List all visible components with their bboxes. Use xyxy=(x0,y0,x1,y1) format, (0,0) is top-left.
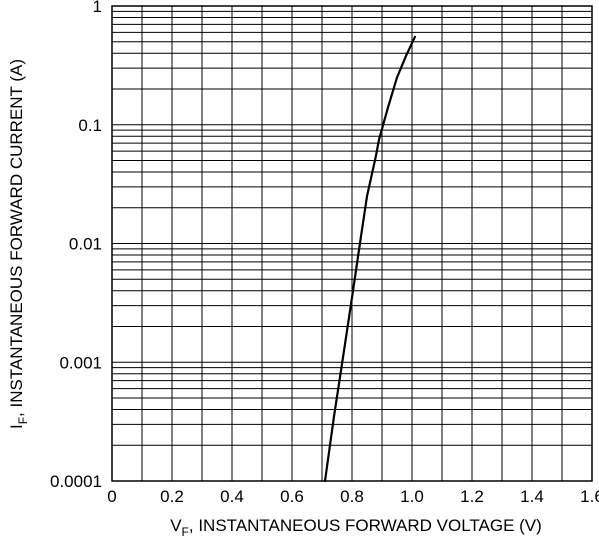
x-tick-labels: 0 0.2 0.4 0.6 0.8 1.0 1.2 1.4 1.6 xyxy=(107,487,599,506)
y-tick-labels: 0.0001 0.001 0.01 0.1 1 xyxy=(50,0,102,491)
y-tick-label: 0.0001 xyxy=(50,472,102,491)
plot-frame xyxy=(111,5,593,482)
y-tick-label: 0.01 xyxy=(69,235,102,254)
y-tick-label: 1 xyxy=(93,0,102,16)
y-tick-label: 0.1 xyxy=(78,116,102,135)
forward-current-curve xyxy=(323,35,417,483)
y-axis-title: IF, INSTANTANEOUS FORWARD CURRENT (A) xyxy=(7,59,30,429)
x-tick-label: 0.2 xyxy=(160,487,184,506)
x-tick-label: 1.6 xyxy=(580,487,599,506)
x-tick-label: 1.0 xyxy=(400,487,424,506)
grid xyxy=(111,6,593,482)
plot-border xyxy=(111,5,593,482)
y-tick-label: 0.001 xyxy=(59,353,102,372)
x-tick-label: 1.2 xyxy=(460,487,484,506)
x-tick-label: 0.4 xyxy=(220,487,244,506)
x-axis-title: VF, INSTANTANEOUS FORWARD VOLTAGE (V) xyxy=(170,516,542,539)
x-tick-label: 0.6 xyxy=(280,487,304,506)
x-tick-label: 0.8 xyxy=(340,487,364,506)
series-layer xyxy=(323,35,417,483)
x-tick-label: 1.4 xyxy=(520,487,544,506)
x-tick-label: 0 xyxy=(107,487,116,506)
